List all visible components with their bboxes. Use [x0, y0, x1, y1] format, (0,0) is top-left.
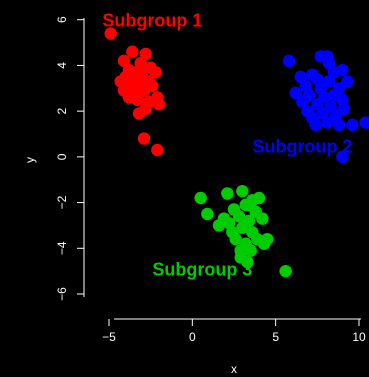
data-points — [104, 27, 369, 278]
data-point — [257, 237, 271, 250]
data-point — [194, 191, 207, 205]
x-tick-label: 0 — [189, 330, 196, 344]
y-tick-label: −2 — [55, 195, 69, 209]
data-point — [146, 79, 159, 93]
series-label: Subgroup 3 — [152, 260, 252, 280]
y-tick-label: 2 — [55, 107, 69, 114]
data-point — [242, 198, 256, 212]
x-tick-label: −5 — [102, 330, 116, 344]
data-point — [117, 54, 131, 68]
data-point — [346, 118, 359, 132]
data-point — [336, 93, 349, 106]
data-point — [126, 45, 139, 58]
data-point — [221, 187, 234, 200]
data-point — [217, 212, 231, 225]
data-point — [232, 210, 246, 223]
series-label: Subgroup 2 — [252, 136, 352, 156]
data-point — [324, 100, 337, 113]
data-point — [336, 63, 349, 77]
data-point — [136, 79, 149, 93]
y-tick-label: −4 — [55, 241, 69, 255]
data-point — [282, 54, 296, 68]
data-point — [279, 264, 292, 278]
data-point — [332, 118, 346, 132]
y-tick-label: −6 — [55, 287, 69, 301]
data-point — [149, 66, 162, 79]
data-point — [337, 102, 351, 116]
data-point — [151, 91, 164, 104]
data-point — [322, 56, 336, 70]
x-tick-label: 10 — [352, 330, 366, 344]
data-point — [252, 191, 266, 205]
y-tick-label: 4 — [55, 62, 69, 69]
data-point — [139, 47, 152, 61]
axes — [83, 18, 361, 320]
x-axis-label: x — [231, 362, 237, 376]
data-point — [289, 86, 302, 100]
data-point — [201, 207, 214, 221]
data-point — [316, 107, 329, 120]
data-point — [241, 255, 254, 269]
data-point — [322, 75, 336, 88]
data-point — [256, 212, 269, 225]
x-tick-label: 5 — [272, 330, 279, 344]
x-ticks: −5 0 5 10 — [102, 319, 366, 344]
data-point — [321, 116, 334, 129]
y-tick-label: 0 — [55, 153, 69, 160]
data-point — [104, 27, 117, 40]
data-point — [244, 244, 257, 257]
group-labels: Subgroup 1 Subgroup 2 Subgroup 3 — [102, 11, 352, 280]
data-point — [341, 75, 354, 88]
y-tick-label: 6 — [55, 16, 69, 23]
series-label: Subgroup 1 — [102, 11, 202, 31]
data-point — [296, 95, 309, 109]
data-point — [126, 75, 139, 88]
data-point — [359, 116, 369, 129]
data-point — [294, 70, 307, 84]
data-point — [151, 143, 164, 157]
data-point — [309, 118, 322, 132]
data-point — [236, 184, 249, 198]
data-point — [137, 132, 151, 145]
data-point — [311, 98, 324, 111]
data-point — [336, 150, 349, 164]
data-point — [131, 93, 144, 106]
y-axis-label: y — [23, 157, 37, 163]
data-point — [236, 221, 249, 234]
y-ticks: −6 −4 −2 0 2 4 6 — [55, 16, 84, 301]
data-point — [229, 232, 242, 246]
data-point — [132, 107, 146, 120]
